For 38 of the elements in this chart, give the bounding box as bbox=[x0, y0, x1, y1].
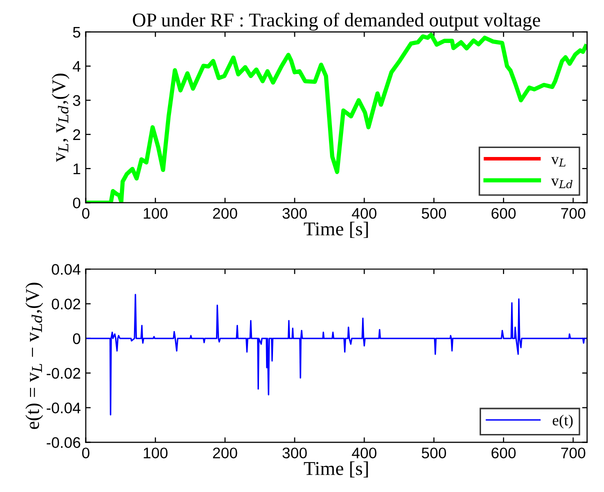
legend-label: v$_{L}$ bbox=[551, 157, 566, 166]
y-axis-title: e(t) = v$_{L}$ − v$_{Ld}$,(V) bbox=[25, 282, 44, 429]
x-tick-label: 500 bbox=[422, 208, 446, 219]
x-tick-label: 700 bbox=[561, 448, 586, 458]
x-tick-label: 300 bbox=[282, 448, 307, 458]
x-tick-label: 200 bbox=[213, 448, 238, 458]
x-tick-label: 0 bbox=[82, 448, 90, 458]
x-tick-label: 500 bbox=[422, 448, 446, 458]
x-tick-label: 700 bbox=[561, 208, 586, 219]
y-tick-label: 0.04 bbox=[52, 264, 80, 275]
y-tick-label: 2 bbox=[73, 129, 80, 140]
y-tick-label: 0 bbox=[73, 333, 80, 344]
y-tick-label: 4 bbox=[72, 61, 80, 72]
line-series bbox=[86, 294, 588, 416]
x-tick-label: 100 bbox=[144, 208, 168, 219]
y-tick-label: 1 bbox=[74, 164, 80, 174]
y-tick-label: 0 bbox=[73, 198, 80, 208]
x-tick-label: 600 bbox=[492, 208, 516, 219]
x-tick-label: 600 bbox=[492, 448, 516, 458]
y-tick-label: 0.02 bbox=[52, 298, 80, 310]
chart-title: OP under RF : Tracking of demanded output voltage bbox=[132, 12, 540, 31]
y-tick-label: 5 bbox=[73, 27, 80, 38]
y-tick-label: -0.06 bbox=[46, 437, 80, 448]
x-tick-label: 200 bbox=[213, 208, 238, 219]
y-tick-label: -0.04 bbox=[46, 402, 80, 414]
y-tick-label: -0.02 bbox=[46, 368, 80, 379]
y-tick-label: 3 bbox=[72, 95, 80, 106]
legend-label: e(t) bbox=[552, 414, 573, 429]
x-axis-title: Time [s] bbox=[304, 461, 368, 478]
line-series bbox=[86, 32, 588, 203]
legend-label: v$_{Ld}$ bbox=[551, 178, 572, 188]
x-tick-label: 300 bbox=[282, 208, 307, 219]
x-axis-title: Time [s] bbox=[304, 222, 368, 238]
x-tick-label: 100 bbox=[144, 448, 168, 458]
y-axis-title: v$_{L}$, v$_{Ld}$,(V) bbox=[52, 74, 70, 162]
x-tick-label: 400 bbox=[352, 208, 376, 219]
x-tick-label: 0 bbox=[82, 208, 90, 219]
x-tick-label: 400 bbox=[352, 448, 376, 458]
